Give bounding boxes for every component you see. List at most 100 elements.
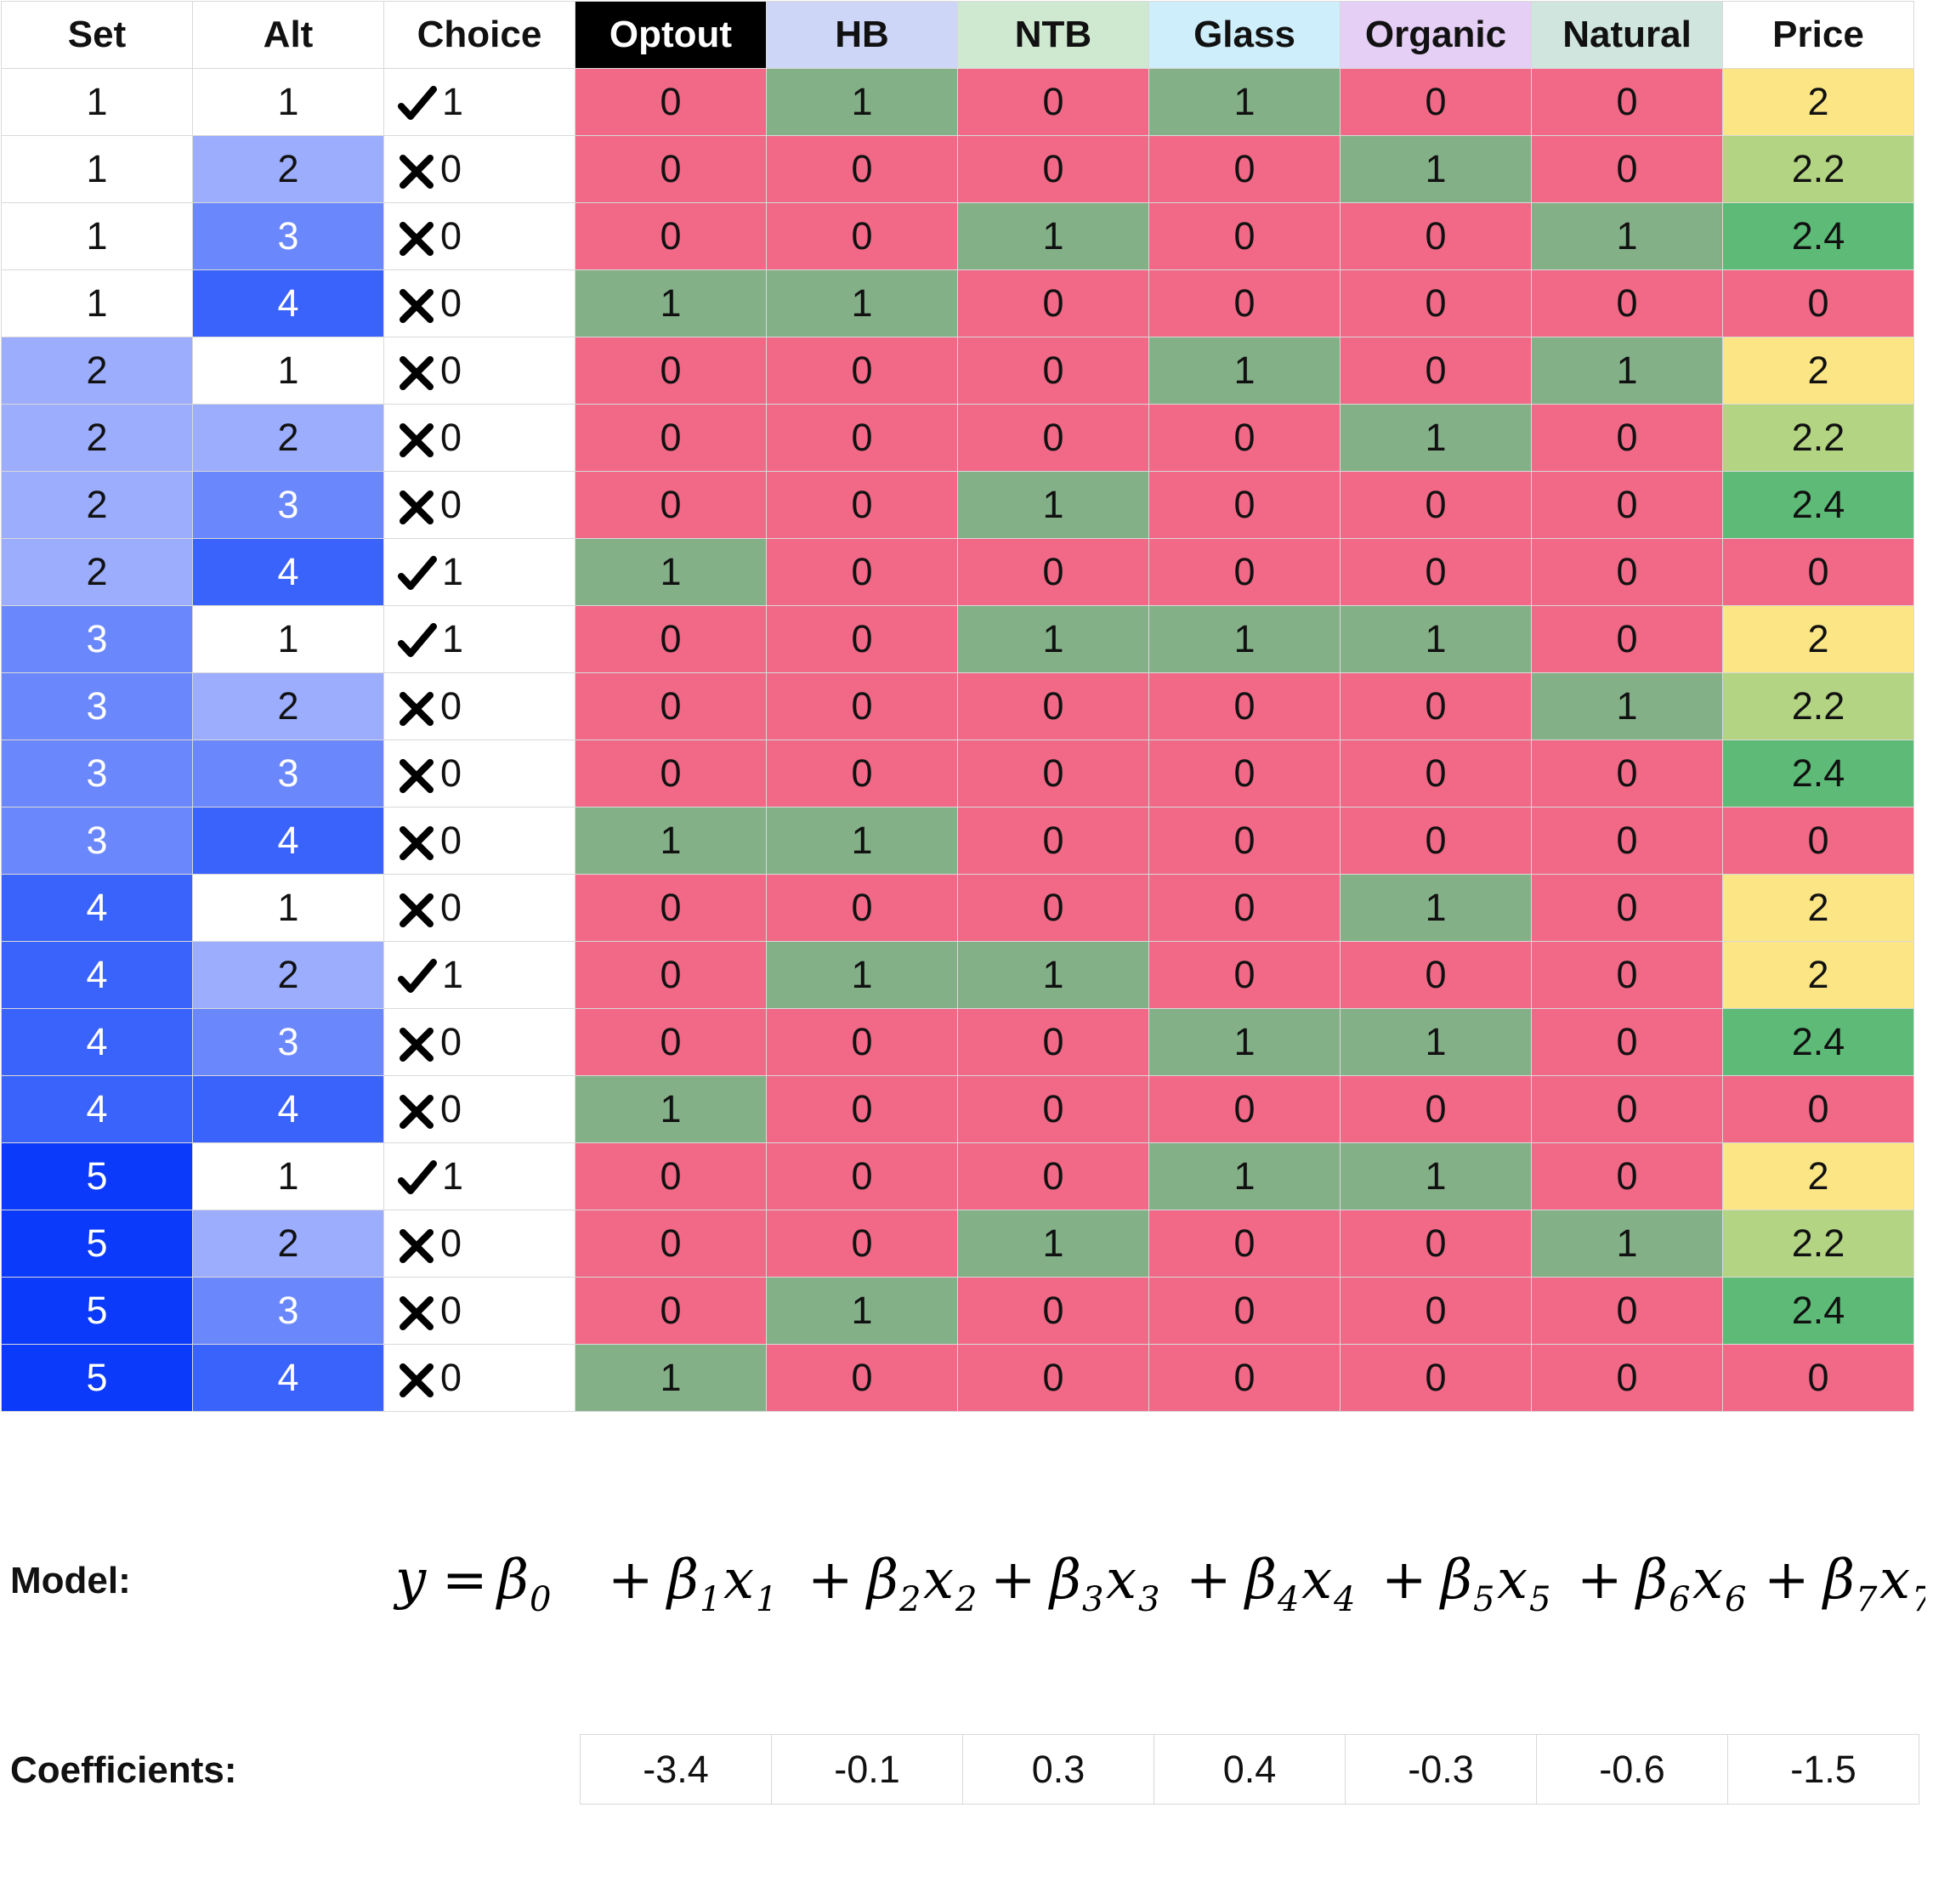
- cross-icon: [400, 155, 434, 190]
- alt-cell: 4: [192, 1344, 384, 1412]
- optout-cell: 0: [575, 1210, 767, 1278]
- set-cell: 3: [1, 672, 193, 740]
- organic-cell: 1: [1340, 1142, 1532, 1210]
- set-cell: 5: [1, 1344, 193, 1412]
- set-cell: 1: [1, 269, 193, 337]
- ntb-cell: 0: [957, 404, 1149, 472]
- glass-cell: 0: [1148, 1344, 1341, 1412]
- organic-cell: 0: [1340, 202, 1532, 270]
- optout-cell: 0: [575, 605, 767, 673]
- formula-x-subscript: 2: [955, 1580, 977, 1619]
- formula-x: x: [1879, 1549, 1910, 1612]
- hb-cell: 1: [766, 807, 958, 875]
- alt-cell: 2: [192, 135, 384, 203]
- optout-cell: 1: [575, 807, 767, 875]
- ntb-cell: 0: [957, 337, 1149, 405]
- choice-cell: 1: [383, 941, 575, 1009]
- price-cell: 2: [1722, 337, 1914, 405]
- table-row: 2 2 0 0 0 0 0 1 0 2.2: [1, 404, 1914, 472]
- formula-term: + β 4 x 4: [1186, 1549, 1355, 1619]
- column-header-set: Set: [1, 1, 193, 69]
- formula-plus: +: [1381, 1549, 1427, 1612]
- ntb-cell: 1: [957, 1210, 1149, 1278]
- choice-cell: 0: [383, 807, 575, 875]
- column-header-choice: Choice: [383, 1, 575, 69]
- natural-cell: 0: [1531, 1344, 1723, 1412]
- set-cell: 1: [1, 68, 193, 136]
- optout-cell: 0: [575, 68, 767, 136]
- table-row: 3 2 0 0 0 0 0 0 1 2.2: [1, 672, 1914, 740]
- alt-cell: 1: [192, 1142, 384, 1210]
- choice-value: 0: [440, 886, 462, 929]
- organic-cell: 0: [1340, 1344, 1532, 1412]
- formula-beta: β: [865, 1549, 898, 1612]
- glass-cell: 0: [1148, 538, 1341, 606]
- column-header-alt: Alt: [192, 1, 384, 69]
- cross-icon: [400, 893, 434, 928]
- set-cell: 4: [1, 1008, 193, 1076]
- alt-cell: 4: [192, 1075, 384, 1143]
- ntb-cell: 0: [957, 135, 1149, 203]
- hb-cell: 0: [766, 1344, 958, 1412]
- coefficient-cell: -0.3: [1345, 1734, 1537, 1805]
- set-cell: 2: [1, 337, 193, 405]
- formula-term: + β 5 x 5: [1381, 1549, 1550, 1619]
- optout-cell: 0: [575, 1008, 767, 1076]
- natural-cell: 0: [1531, 740, 1723, 808]
- natural-cell: 0: [1531, 605, 1723, 673]
- check-icon: [398, 556, 437, 591]
- cross-icon: [400, 490, 434, 525]
- price-cell: 2.4: [1722, 1277, 1914, 1345]
- hb-cell: 0: [766, 538, 958, 606]
- table-row: 5 2 0 0 0 1 0 0 1 2.2: [1, 1210, 1914, 1278]
- natural-cell: 0: [1531, 1277, 1723, 1345]
- glass-cell: 0: [1148, 1075, 1341, 1143]
- natural-cell: 0: [1531, 135, 1723, 203]
- alt-cell: 2: [192, 672, 384, 740]
- formula-beta: β: [496, 1549, 529, 1612]
- formula-term: +β7x7: [1764, 1549, 1925, 1619]
- table-body: 1 1 1 0 1 0 1 0 0 2 1 2 0 0 0 0 0 1 0 2.2 1 3 0 0 0 1 0 0 1 2.4 1 4 0 1 1 0…: [1, 68, 1914, 1412]
- organic-cell: 1: [1340, 404, 1532, 472]
- organic-cell: 1: [1340, 874, 1532, 942]
- set-cell: 2: [1, 404, 193, 472]
- choice-value: 0: [440, 281, 462, 325]
- optout-cell: 1: [575, 1075, 767, 1143]
- formula-plus: +: [990, 1549, 1036, 1612]
- formula-term: + β 2 x 2: [808, 1549, 977, 1619]
- set-cell: 3: [1, 740, 193, 808]
- choice-value: 1: [442, 550, 464, 593]
- optout-cell: 0: [575, 1142, 767, 1210]
- choice-cell: 0: [383, 1277, 575, 1345]
- choice-value: 0: [440, 684, 462, 728]
- choice-cell: 0: [383, 1075, 575, 1143]
- coefficient-cell: -3.4: [580, 1734, 772, 1805]
- alt-cell: 1: [192, 337, 384, 405]
- hb-cell: 1: [766, 941, 958, 1009]
- glass-cell: 1: [1148, 1142, 1341, 1210]
- choice-value: 1: [442, 80, 464, 123]
- choice-cell: 0: [383, 337, 575, 405]
- coefficient-cell: -0.1: [771, 1734, 963, 1805]
- optout-cell: 0: [575, 1277, 767, 1345]
- choice-cell: 0: [383, 471, 575, 539]
- natural-cell: 0: [1531, 807, 1723, 875]
- organic-cell: 0: [1340, 68, 1532, 136]
- cross-icon: [400, 1363, 434, 1398]
- organic-cell: 0: [1340, 269, 1532, 337]
- cross-icon: [400, 289, 434, 324]
- hb-cell: 0: [766, 471, 958, 539]
- choice-value: 1: [442, 617, 464, 660]
- ntb-cell: 0: [957, 1008, 1149, 1076]
- optout-cell: 0: [575, 740, 767, 808]
- hb-cell: 0: [766, 337, 958, 405]
- price-cell: 0: [1722, 807, 1914, 875]
- ntb-cell: 0: [957, 1142, 1149, 1210]
- formula-beta: β: [1822, 1549, 1855, 1612]
- formula-beta: β: [1635, 1549, 1668, 1612]
- choice-cell: 0: [383, 672, 575, 740]
- cross-icon: [400, 423, 434, 458]
- price-cell: 2.2: [1722, 672, 1914, 740]
